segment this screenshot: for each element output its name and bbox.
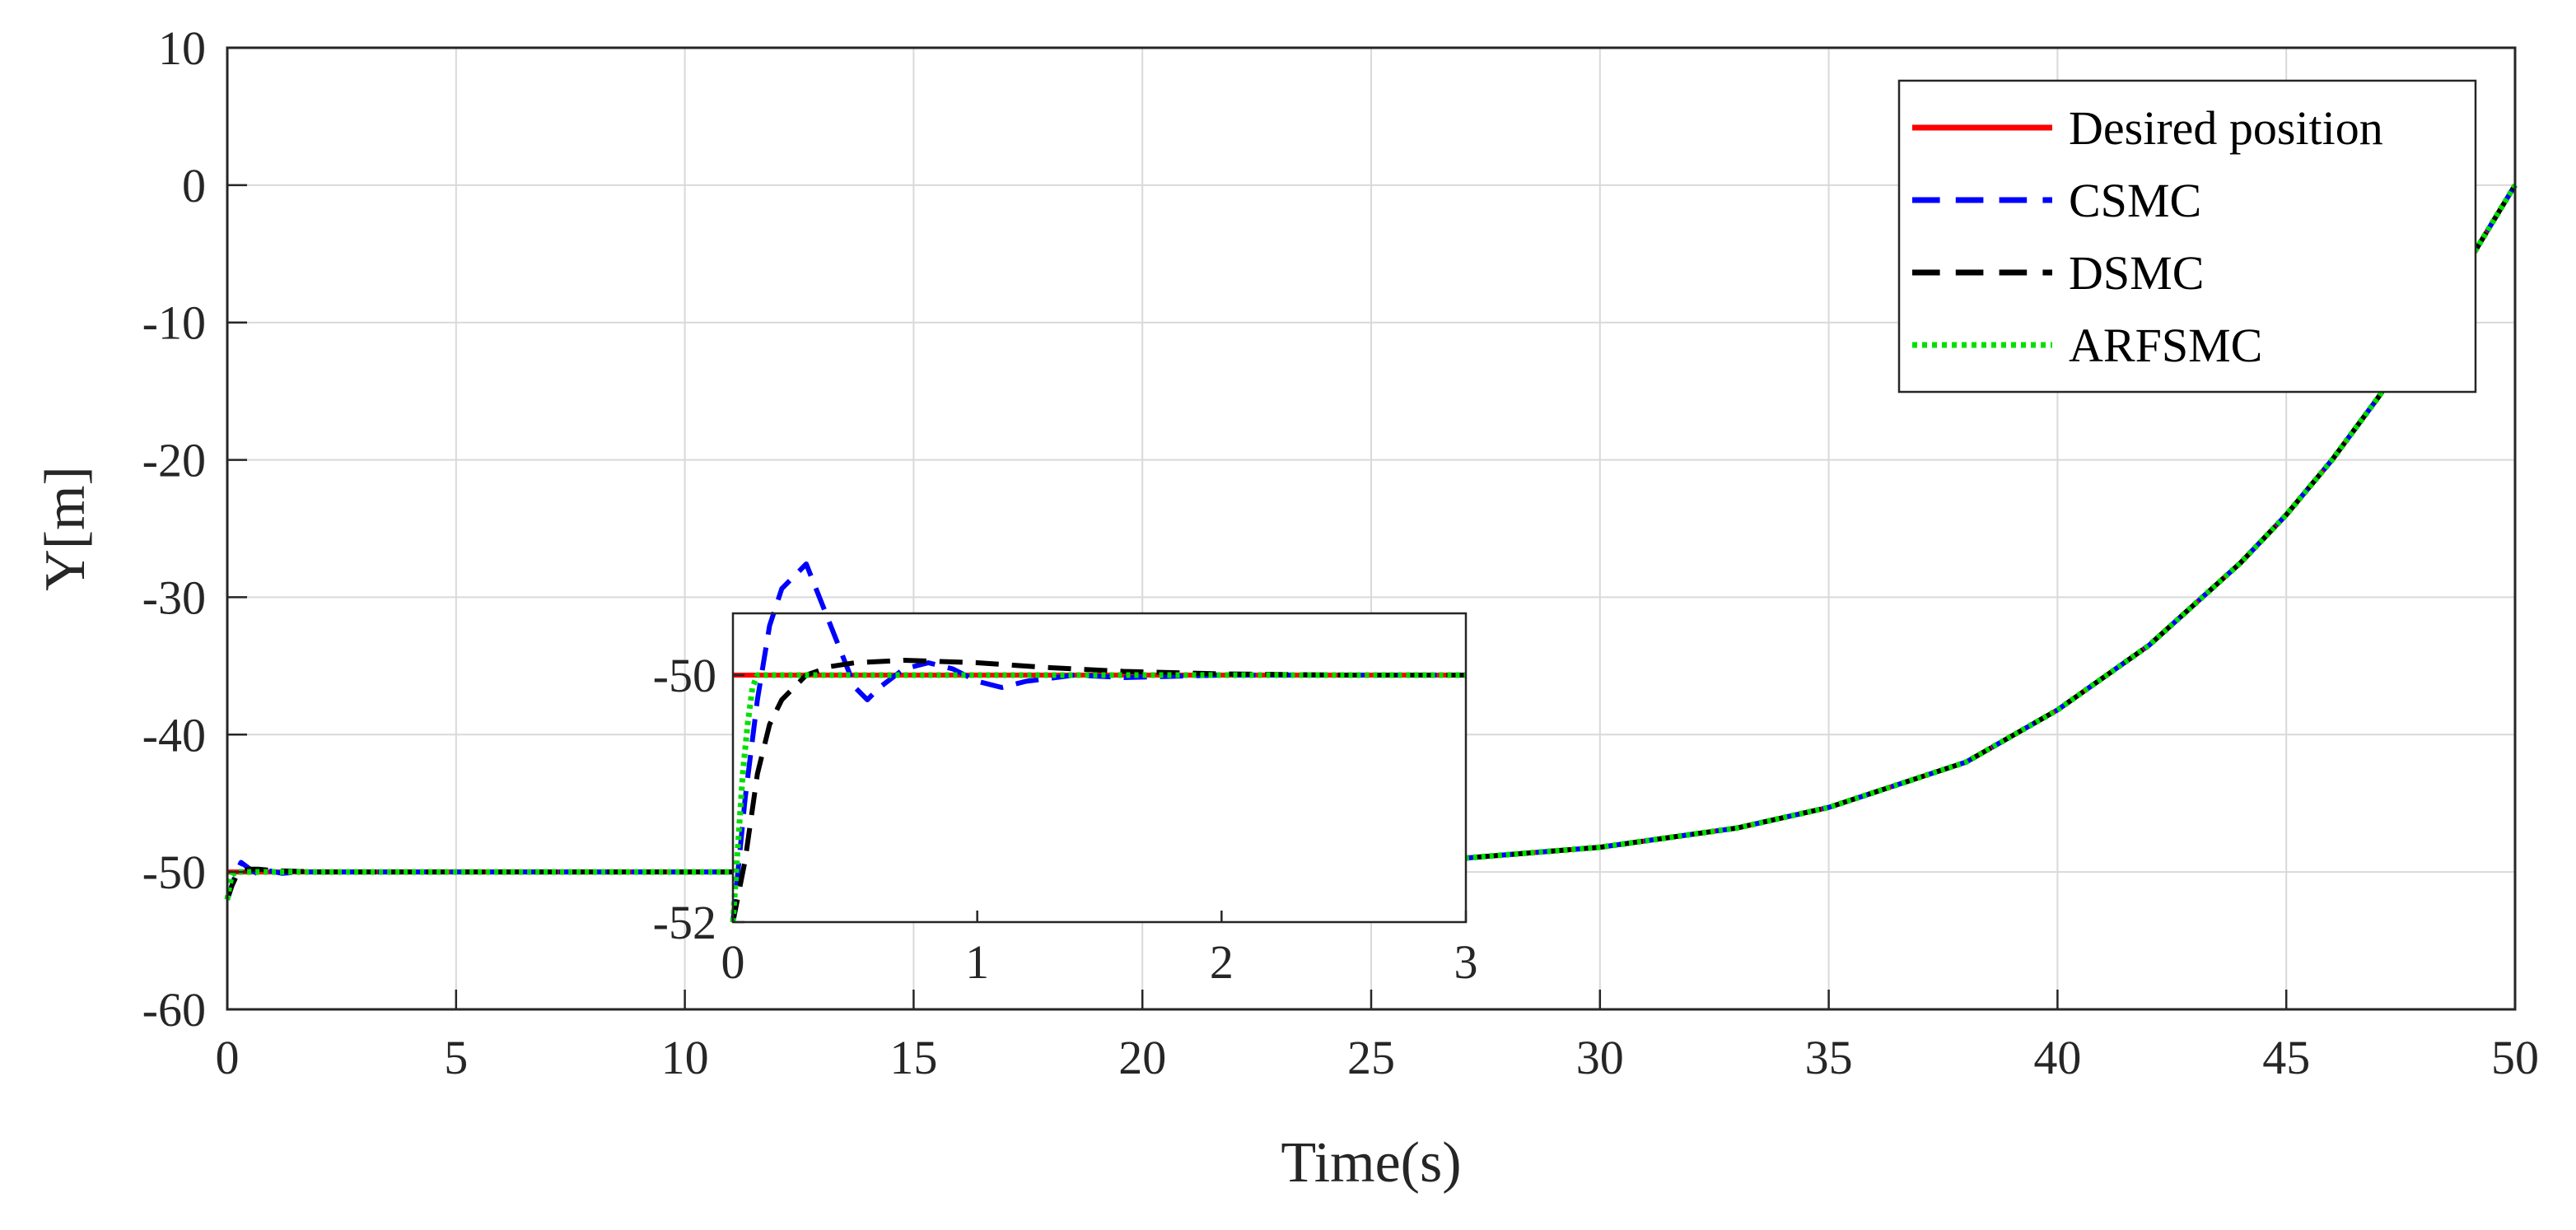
x-tick-label: 50 xyxy=(2491,1031,2539,1084)
x-tick-label: 40 xyxy=(2033,1031,2081,1084)
y-tick-label: -60 xyxy=(142,983,206,1037)
x-tick-label: 0 xyxy=(721,935,745,989)
tick-marks xyxy=(226,46,2517,1011)
y-axis-label: Y[m] xyxy=(34,466,97,591)
legend-label-arfsmc: ARFSMC xyxy=(2069,319,2262,372)
legend: Desired position CSMC DSMC ARFSMC xyxy=(1897,79,2477,394)
x-tick-label: 15 xyxy=(889,1031,937,1084)
x-tick-labels: 0 5 10 15 20 25 30 35 40 45 50 xyxy=(216,1031,2540,1084)
legend-items: Desired position CSMC DSMC ARFSMC xyxy=(1912,101,2383,372)
x-tick-label: 45 xyxy=(2262,1031,2310,1084)
legend-box xyxy=(1897,79,2477,394)
y-tick-labels: 10 0 -10 -20 -30 -40 -50 -60 xyxy=(142,21,206,1037)
x-tick-label: 0 xyxy=(216,1031,240,1084)
x-tick-label: 10 xyxy=(661,1031,709,1084)
inset-x-tick-labels: 0 1 2 3 xyxy=(721,935,1478,989)
inset-tick-marks xyxy=(731,673,1468,924)
x-tick-label: 30 xyxy=(1576,1031,1624,1084)
y-tick-label: -30 xyxy=(142,571,206,624)
legend-label-dsmc: DSMC xyxy=(2069,246,2204,300)
x-tick-label: 1 xyxy=(965,935,989,989)
inset-y-tick-labels: -50 -52 xyxy=(653,649,716,949)
inset-plot-area xyxy=(733,613,1466,922)
y-tick-label: -52 xyxy=(653,896,716,949)
inset-dsmc-line xyxy=(730,658,1466,923)
x-tick-label: 5 xyxy=(444,1031,468,1084)
x-tick-label: 35 xyxy=(1805,1031,1853,1084)
legend-label-desired-position: Desired position xyxy=(2069,101,2383,155)
y-tick-label: 10 xyxy=(158,21,206,75)
y-tick-label: 0 xyxy=(182,159,206,212)
y-tick-label: -10 xyxy=(142,296,206,350)
y-tick-label: -40 xyxy=(142,708,206,762)
legend-label-csmc: CSMC xyxy=(2069,174,2201,227)
x-tick-label: 20 xyxy=(1118,1031,1166,1084)
inset-chart: 0 1 2 3 -50 -52 xyxy=(653,561,1478,989)
x-tick-label: 2 xyxy=(1210,935,1234,989)
x-axis-label: Time(s) xyxy=(1281,1131,1461,1195)
x-tick-label: 25 xyxy=(1347,1031,1395,1084)
inset-frame xyxy=(731,612,1468,924)
y-tick-label: -20 xyxy=(142,434,206,487)
x-tick-label: 3 xyxy=(1454,935,1478,989)
y-tick-label: -50 xyxy=(653,649,716,702)
y-tick-label: -50 xyxy=(142,846,206,899)
